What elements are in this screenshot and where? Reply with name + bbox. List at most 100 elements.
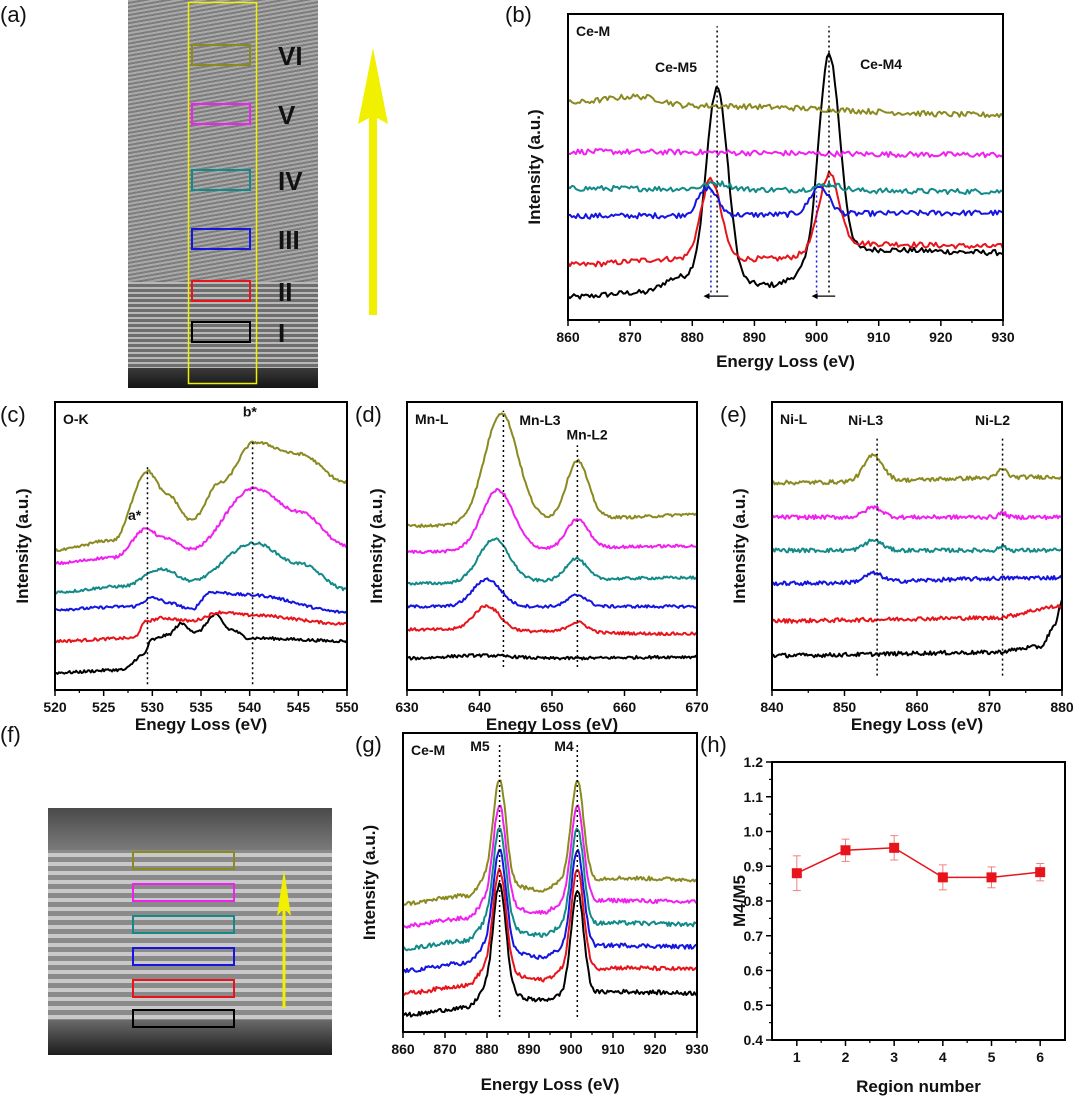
x-tick-label: 880 bbox=[681, 329, 705, 345]
region-box-VI bbox=[191, 44, 251, 66]
peak-annotation: Ni-L2 bbox=[975, 412, 1010, 428]
spectrum-region-VI bbox=[402, 779, 698, 906]
image-a-substrate bbox=[128, 368, 318, 388]
x-tick-label: 870 bbox=[978, 699, 1002, 715]
region-frame bbox=[187, 1, 258, 385]
data-point bbox=[937, 872, 948, 883]
region-box-3 bbox=[132, 947, 235, 966]
region-box-1 bbox=[132, 1009, 235, 1028]
plot-frame bbox=[406, 401, 698, 691]
shift-arrow-head bbox=[703, 293, 710, 300]
x-tick-label: 860 bbox=[905, 699, 929, 715]
x-tick-label: 520 bbox=[43, 699, 67, 715]
x-tick-label: 3 bbox=[890, 1049, 898, 1065]
spectrum-region-II bbox=[406, 604, 698, 637]
plot-frame bbox=[54, 401, 348, 691]
spectrum-region-I bbox=[402, 882, 698, 1018]
panel-label-d: (d) bbox=[355, 402, 382, 427]
panel-title: Ni-L bbox=[780, 411, 808, 427]
peak-annotation: M4 bbox=[554, 738, 574, 754]
panel-label-h: (h) bbox=[700, 732, 727, 757]
x-tick-label: 920 bbox=[929, 329, 953, 345]
data-point bbox=[1035, 867, 1046, 878]
region-box-4 bbox=[132, 915, 235, 934]
x-tick-label: 910 bbox=[601, 1041, 625, 1057]
peak-annotation: a* bbox=[128, 507, 142, 523]
image-a-lower-layer bbox=[128, 282, 318, 370]
region-label-I: I bbox=[278, 318, 285, 348]
panel-title: Ce-M bbox=[411, 742, 445, 758]
region-label-V: V bbox=[278, 100, 296, 130]
x-tick-label: 6 bbox=[1036, 1049, 1044, 1065]
chart-e: 840 850 860 870 880 Enegy Loss (eV) Intensity … bbox=[730, 401, 1074, 734]
spectrum-region-V bbox=[771, 505, 1063, 521]
region-box-IV bbox=[191, 169, 251, 191]
peak-annotation: Ni-L3 bbox=[848, 412, 883, 428]
data-point bbox=[889, 842, 900, 853]
x-axis-label: Enegy Loss (eV) bbox=[851, 715, 983, 734]
spectrum-region-IV bbox=[771, 538, 1063, 554]
x-tick-label: 880 bbox=[475, 1041, 499, 1057]
x-tick-label: 525 bbox=[92, 699, 116, 715]
spectrum-region-V bbox=[402, 804, 698, 929]
panel-title: O-K bbox=[63, 411, 89, 427]
y-axis-label: Intensity (a.u.) bbox=[525, 109, 544, 224]
x-tick-label: 2 bbox=[842, 1049, 850, 1065]
y-axis-label: Intensity (a.u.) bbox=[367, 488, 386, 603]
x-axis-label: Enegy Loss (eV) bbox=[486, 715, 618, 734]
panel-title: Ce-M bbox=[576, 23, 610, 39]
chart-g: 860 870 880 890 900 910 920 930 Energy Loss (eV)… bbox=[360, 732, 709, 1094]
x-tick-label: 650 bbox=[540, 699, 564, 715]
x-tick-label: 930 bbox=[685, 1041, 709, 1057]
region-box-V bbox=[191, 103, 251, 125]
spectrum-region-I bbox=[54, 613, 348, 675]
x-tick-label: 890 bbox=[743, 329, 767, 345]
y-axis-label: M4/M5 bbox=[730, 875, 749, 927]
region-label-VI: VI bbox=[278, 41, 303, 71]
y-tick-label: 1.1 bbox=[744, 789, 764, 805]
y-tick-label: 0.7 bbox=[744, 928, 764, 944]
x-tick-label: 4 bbox=[939, 1049, 947, 1065]
image-f-substrate bbox=[48, 1020, 332, 1055]
spectrum-region-IV bbox=[54, 541, 348, 595]
spectrum-region-I bbox=[771, 599, 1063, 659]
plot-frame bbox=[567, 13, 1004, 321]
x-axis-label: Energy Loss (eV) bbox=[481, 1075, 620, 1094]
region-box-III bbox=[191, 228, 251, 250]
data-point bbox=[986, 872, 997, 883]
x-tick-label: 660 bbox=[613, 699, 637, 715]
x-tick-label: 880 bbox=[1050, 699, 1074, 715]
panel-label-g: (g) bbox=[355, 732, 382, 757]
spectrum-region-V bbox=[406, 488, 698, 554]
plot-frame bbox=[771, 401, 1063, 691]
x-tick-label: 530 bbox=[141, 699, 165, 715]
x-tick-label: 5 bbox=[988, 1049, 996, 1065]
spectrum-region-III bbox=[771, 570, 1063, 587]
direction-arrow bbox=[358, 48, 388, 315]
region-label-III: III bbox=[278, 225, 300, 255]
x-tick-label: 550 bbox=[335, 699, 359, 715]
peak-annotation: Ce-M4 bbox=[860, 56, 902, 72]
x-axis-label: Energy Loss (eV) bbox=[716, 352, 855, 371]
spectrum-region-VI bbox=[771, 453, 1063, 486]
x-tick-label: 920 bbox=[643, 1041, 667, 1057]
region-box-2 bbox=[132, 979, 235, 998]
x-tick-label: 860 bbox=[391, 1041, 415, 1057]
x-tick-label: 840 bbox=[760, 699, 784, 715]
y-tick-label: 0.5 bbox=[744, 997, 764, 1013]
x-tick-label: 535 bbox=[189, 699, 213, 715]
spectrum-region-III bbox=[567, 185, 1004, 220]
y-tick-label: 0.4 bbox=[744, 1032, 764, 1048]
y-axis-label: Intensity (a.u.) bbox=[13, 488, 32, 603]
panel-label-c: (c) bbox=[0, 402, 26, 427]
peak-annotation: b* bbox=[243, 403, 258, 419]
chart-h: 1 2 3 4 5 6 0.4 0.5 0.6 0.7 0.8 0.9 1.0 1.1 1.2 Region … bbox=[730, 754, 1066, 1096]
x-tick-label: 900 bbox=[805, 329, 829, 345]
spectrum-region-II bbox=[402, 867, 698, 996]
x-tick-label: 890 bbox=[517, 1041, 541, 1057]
ratio-line bbox=[796, 847, 1041, 879]
charts: 860 870 880 890 900 910 920 930 Energy Loss (eV)… bbox=[13, 13, 1074, 1096]
spectrum-region-VI bbox=[567, 93, 1004, 119]
